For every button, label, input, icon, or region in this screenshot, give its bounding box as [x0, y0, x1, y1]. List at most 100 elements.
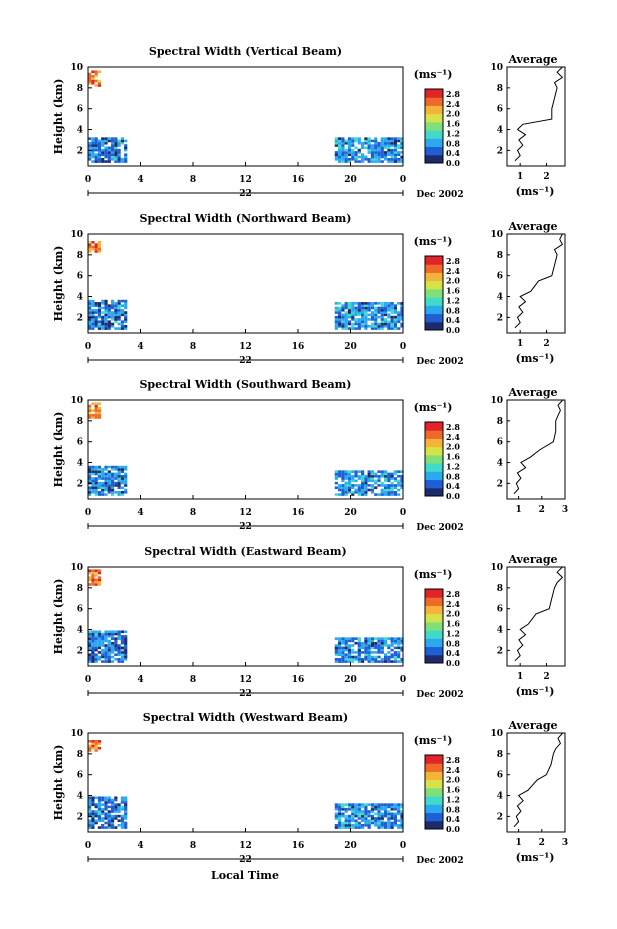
x-tick-label: 8	[190, 675, 196, 685]
heatmap-cell	[117, 327, 121, 330]
heatmap-cell	[390, 805, 394, 809]
heatmap-cell	[341, 306, 345, 310]
heatmap-cell	[94, 311, 98, 314]
heatmap-cell	[357, 639, 361, 643]
heatmap-cell	[107, 660, 111, 663]
heatmap-cell	[88, 641, 92, 645]
heatmap-cell	[97, 576, 102, 579]
x-tick-label: 8	[190, 508, 196, 518]
heatmap-cell	[361, 160, 365, 163]
heatmap-cell	[354, 470, 358, 473]
heatmap-cell	[400, 155, 404, 159]
heatmap-cell	[107, 304, 111, 307]
heatmap-cell	[97, 632, 102, 636]
average-frame	[506, 732, 566, 833]
x-tick-label: 12	[239, 175, 252, 185]
heatmap-cell	[94, 749, 98, 752]
heatmap-cell	[387, 141, 391, 145]
heatmap-cell	[334, 493, 338, 496]
heatmap-cell	[377, 814, 381, 818]
heatmap-cell	[338, 486, 342, 489]
heatmap-cell	[380, 153, 384, 156]
heatmap-cell	[101, 139, 105, 143]
heatmap-cell	[107, 655, 111, 659]
y-tick-label: 6	[77, 438, 83, 448]
heatmap-cell	[88, 630, 92, 634]
heatmap-cell	[380, 490, 384, 494]
heatmap-cell	[334, 151, 338, 154]
heatmap-cell	[361, 493, 365, 496]
heatmap-cell	[393, 327, 398, 330]
heatmap-cell	[377, 637, 381, 640]
heatmap-cell	[390, 474, 394, 478]
heatmap-cells	[88, 569, 404, 663]
heatmap-cell	[361, 477, 365, 480]
heatmap-cell	[377, 324, 381, 328]
heatmap-cell	[104, 801, 108, 804]
heatmap-cell	[88, 803, 92, 806]
heatmap-cell	[361, 320, 365, 323]
heatmap-cell	[114, 302, 118, 305]
heatmap-cell	[107, 490, 111, 494]
heatmap-cell	[88, 571, 92, 575]
heatmap-cell	[380, 318, 384, 321]
heatmap-cell	[370, 304, 375, 307]
heatmap-cell	[88, 308, 92, 312]
heatmap-cell	[367, 812, 371, 816]
heatmap-cell	[354, 327, 358, 330]
heatmap-cell	[354, 490, 358, 494]
heatmap-cell	[107, 311, 111, 314]
heatmap-cell	[338, 141, 342, 145]
heatmap-cell	[383, 313, 388, 317]
heatmap-cell	[347, 479, 352, 483]
heatmap-cell	[400, 486, 404, 489]
heatmap-cell	[367, 304, 371, 307]
heatmap-cell	[120, 308, 125, 312]
heatmap-cell	[357, 302, 361, 305]
heatmap-cell	[341, 472, 345, 476]
heatmap-cell	[361, 315, 365, 319]
heatmap-cell	[357, 484, 361, 487]
heatmap-cell	[94, 630, 98, 634]
heatmap-cell	[124, 468, 128, 471]
heatmap-cell	[357, 141, 361, 145]
heatmap-cell	[367, 484, 371, 487]
heatmap-cell	[124, 812, 128, 816]
heatmap-cell	[383, 807, 388, 811]
heatmap-cell	[91, 322, 95, 326]
heatmap-cell	[91, 311, 95, 314]
heatmap-cell	[377, 148, 381, 152]
heatmap-cell	[374, 322, 378, 326]
heatmap-cell	[367, 660, 371, 663]
heatmap-cell	[94, 580, 98, 584]
heatmap-cell	[97, 411, 102, 415]
heatmap-cell	[357, 812, 361, 816]
heatmap-cell	[370, 324, 375, 328]
heatmap-cell	[94, 402, 98, 406]
heatmap-cell	[110, 144, 115, 147]
heatmap-cell	[367, 479, 371, 483]
heatmap-cell	[114, 472, 118, 476]
heatmap-cell	[338, 644, 342, 647]
heatmap-cell	[124, 648, 128, 652]
heatmap-cell	[114, 139, 118, 143]
heatmap-cell	[347, 470, 352, 473]
heatmap-cell	[354, 308, 358, 312]
heatmap-cell	[377, 805, 381, 809]
heatmap-cell	[390, 322, 394, 326]
average-y-tick-label: 6	[497, 605, 503, 615]
heatmap-cell	[120, 653, 125, 656]
heatmap-cell	[387, 306, 391, 310]
heatmap-cell	[351, 479, 355, 483]
heatmap-cell	[341, 139, 345, 143]
heatmap-cell	[91, 641, 95, 645]
heatmap-cell	[117, 148, 121, 152]
heatmap-cell	[347, 304, 352, 307]
heatmap-cell	[97, 153, 102, 156]
heatmap-cell	[88, 479, 92, 483]
heatmap-cell	[367, 646, 371, 650]
heatmap-cell	[101, 322, 105, 326]
x-tick-label: 16	[292, 175, 305, 185]
y-tick-label: 2	[77, 146, 83, 156]
heatmap-cell	[393, 486, 398, 489]
